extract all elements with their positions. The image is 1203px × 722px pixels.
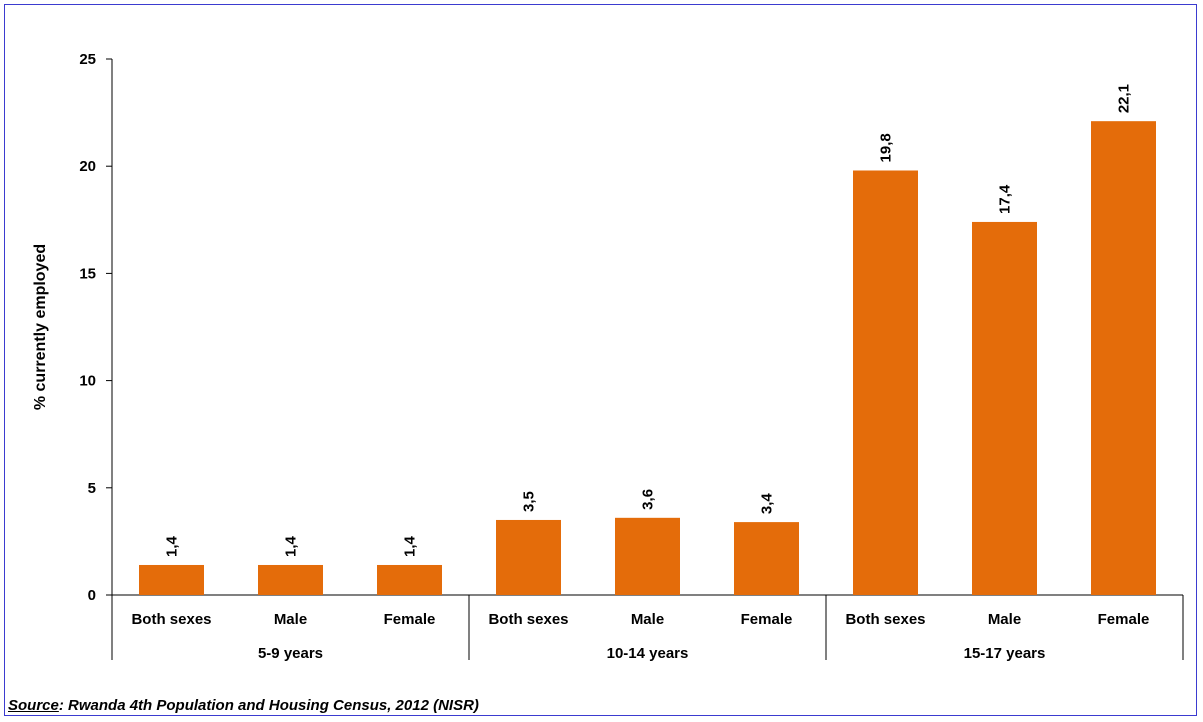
bar	[496, 519, 561, 595]
y-tick-label: 0	[88, 587, 96, 604]
y-tick-label: 15	[79, 265, 96, 282]
y-tick-label: 5	[88, 480, 96, 497]
data-label: 3,4	[759, 493, 776, 515]
y-tick-label: 10	[79, 373, 96, 390]
bar	[853, 170, 918, 595]
data-label: 1,4	[164, 535, 181, 557]
bar	[972, 221, 1037, 595]
bar	[258, 564, 323, 595]
bar	[1091, 121, 1156, 596]
data-label: 22,1	[1116, 84, 1133, 113]
data-label: 1,4	[283, 535, 300, 557]
source-lead: Source	[8, 697, 59, 714]
bar	[377, 564, 442, 595]
group-label: 10-14 years	[607, 645, 689, 662]
data-label: 3,5	[521, 491, 538, 512]
group-label: 15-17 years	[964, 645, 1046, 662]
category-label: Female	[384, 611, 436, 628]
category-label: Male	[988, 611, 1021, 628]
category-label: Both sexes	[488, 611, 568, 628]
bar	[139, 564, 204, 595]
data-label: 19,8	[878, 133, 895, 162]
bar	[615, 517, 680, 595]
category-label: Female	[741, 611, 793, 628]
group-label: 5-9 years	[258, 645, 323, 662]
category-label: Both sexes	[845, 611, 925, 628]
source-note: Source: Rwanda 4th Population and Housin…	[8, 697, 479, 714]
bar	[734, 522, 799, 595]
y-tick-label: 20	[79, 158, 96, 175]
y-axis-label: % currently employed	[32, 244, 49, 410]
category-label: Female	[1098, 611, 1150, 628]
data-label: 17,4	[997, 184, 1014, 214]
y-tick-label: 25	[79, 51, 96, 68]
category-label: Male	[631, 611, 664, 628]
source-text: : Rwanda 4th Population and Housing Cens…	[58, 697, 479, 714]
category-label: Male	[274, 611, 307, 628]
data-label: 1,4	[402, 535, 419, 557]
chart-frame	[4, 4, 1197, 716]
category-label: Both sexes	[131, 611, 211, 628]
data-label: 3,6	[640, 489, 657, 510]
